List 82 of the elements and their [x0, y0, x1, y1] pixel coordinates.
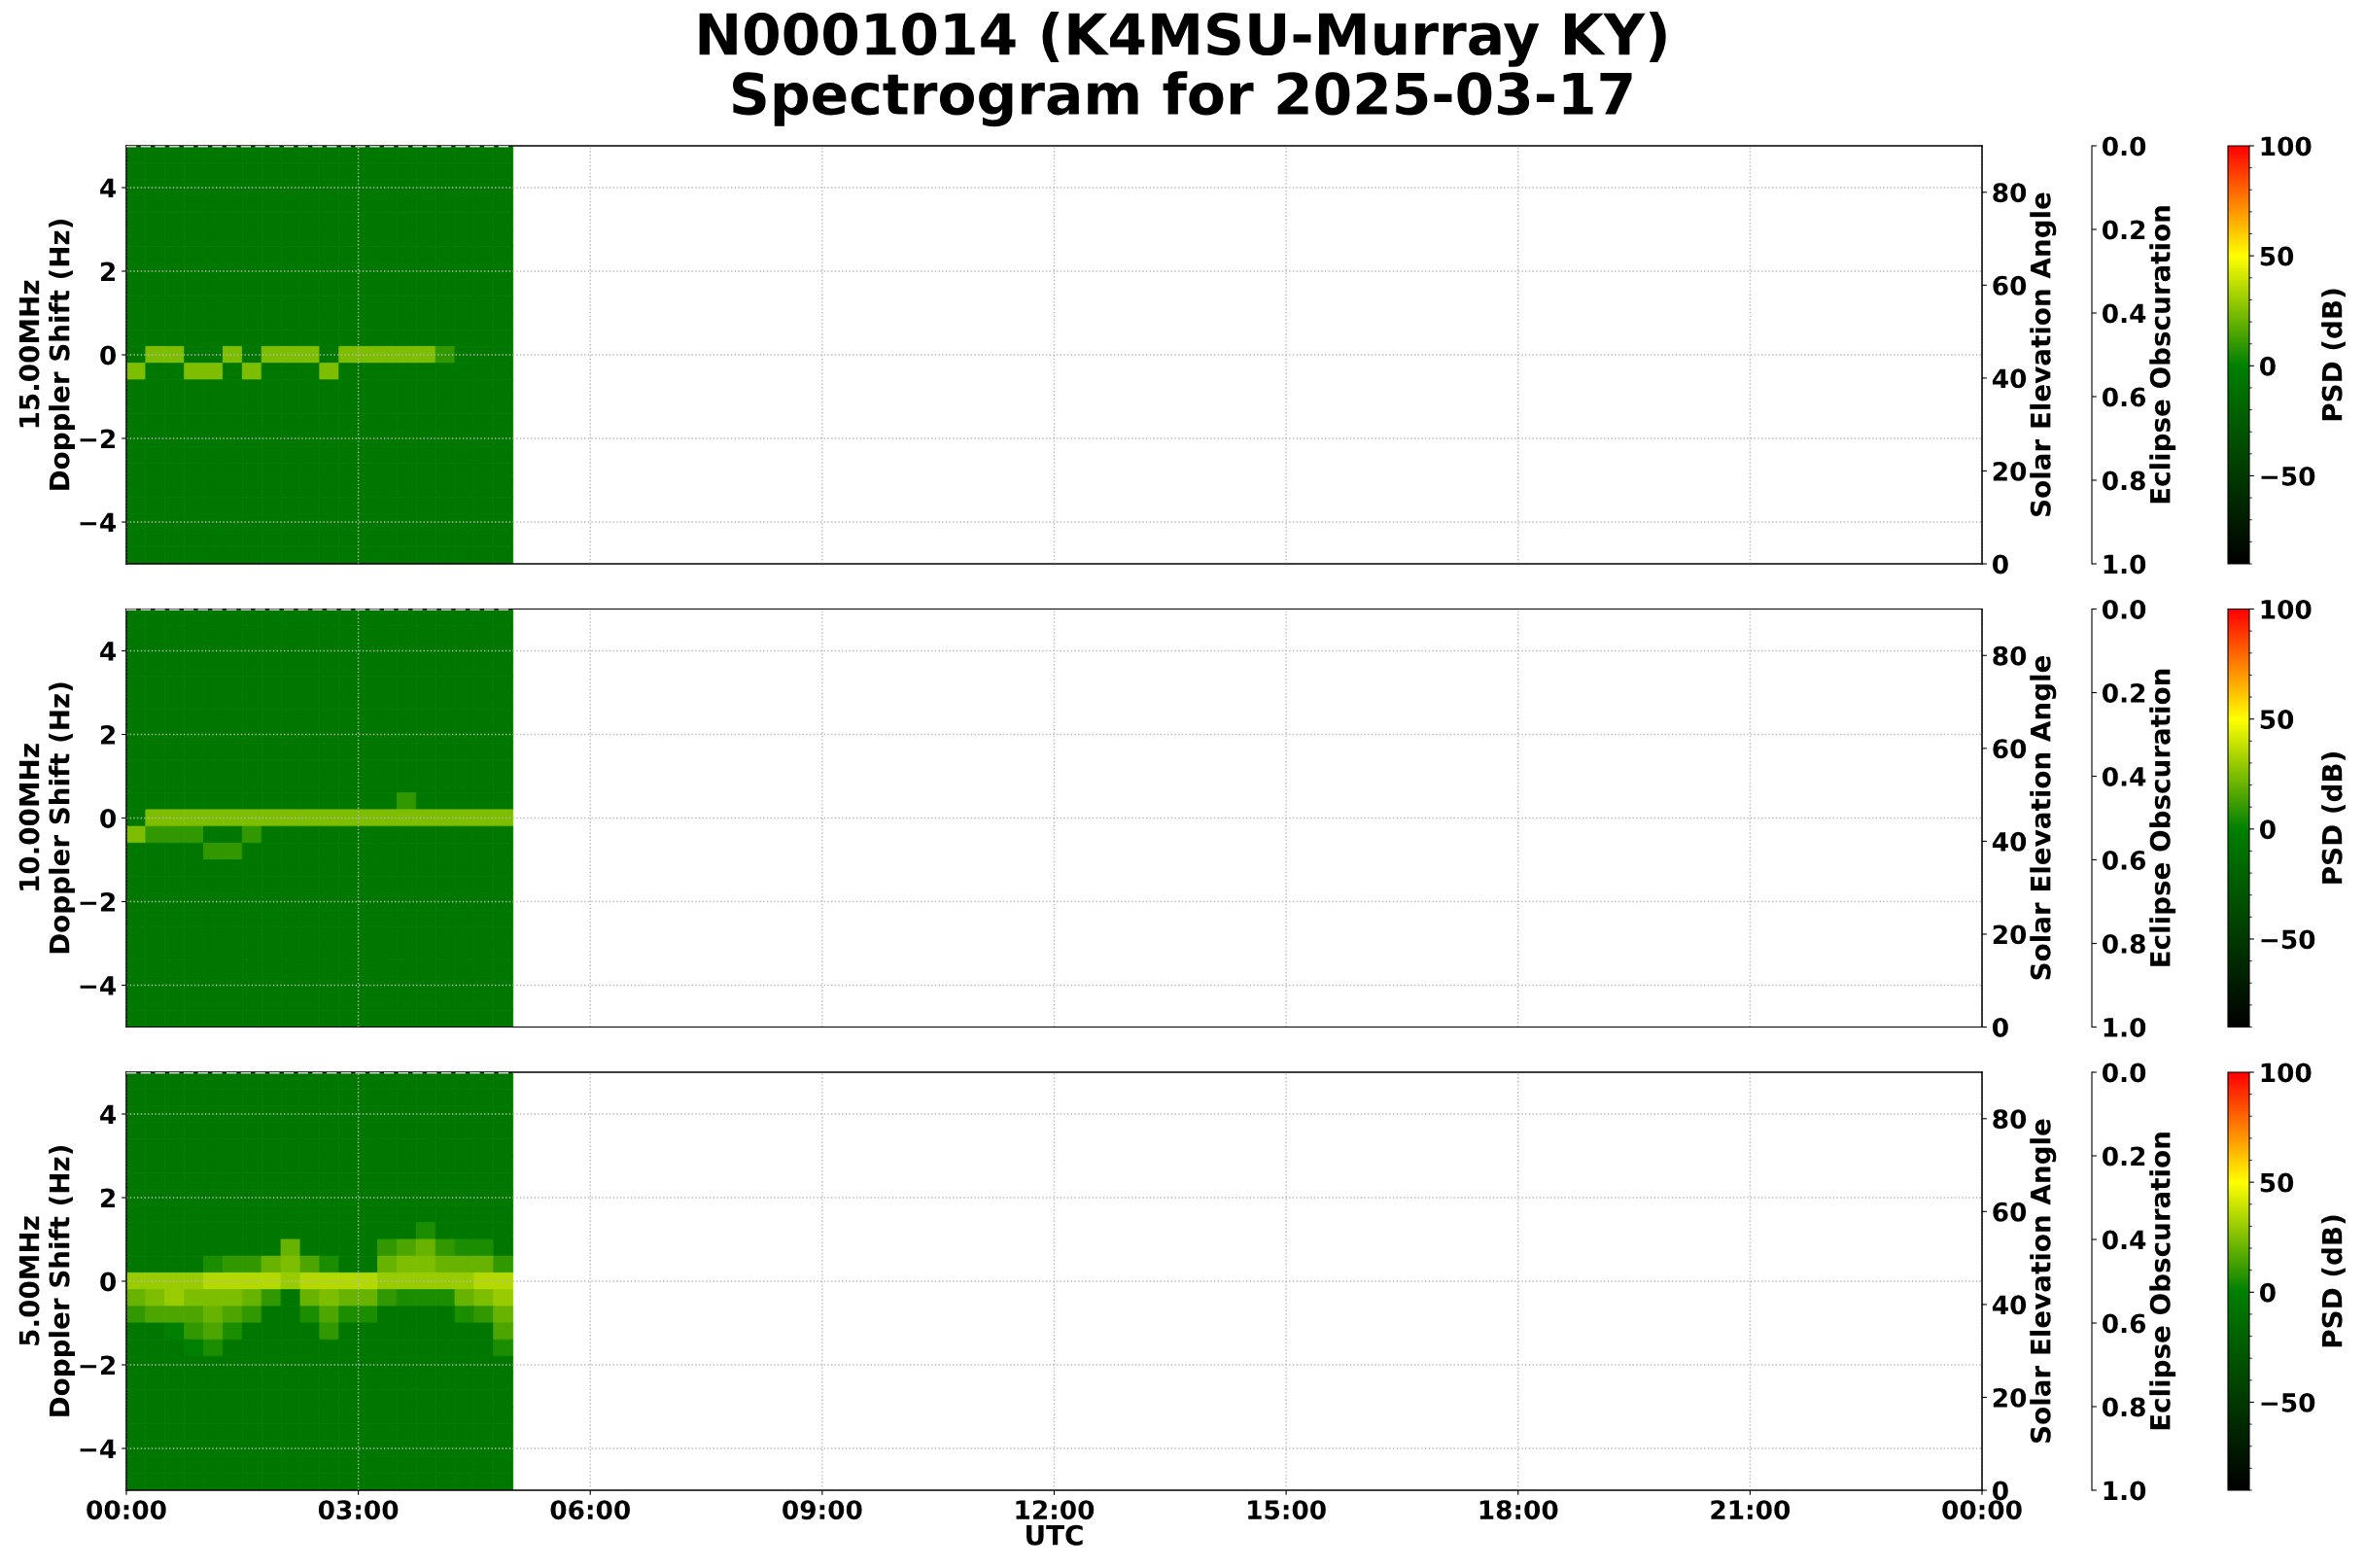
x-tick-label: 15:00 [1248, 1500, 1326, 1520]
x-tick-label: 06:00 [550, 1500, 630, 1520]
color-bar-label: 50 [2260, 246, 2294, 266]
color-bar-label: 100 [2261, 136, 2312, 157]
x-tick-label: 18:00 [1479, 1500, 1558, 1520]
y3-tick-label: 0.2 [2102, 1146, 2145, 1167]
y2-tick-label: 20 [1993, 461, 2027, 481]
y2-axis-title: Solar Elevation Angle [2030, 655, 2057, 980]
y-tick-label: 2 [101, 724, 115, 745]
x-tick-label: 12:00 [1016, 1500, 1095, 1520]
y3-tick-label: 0.0 [2102, 136, 2146, 157]
x-tick-label: 21:00 [1711, 1500, 1791, 1520]
y2-tick-label: 20 [1993, 924, 2027, 945]
y-tick-label: 4 [100, 1104, 117, 1125]
color-bar-label: 100 [2261, 599, 2312, 619]
color-bar-label: 50 [2260, 1172, 2294, 1193]
y3-tick-label: 1.0 [2104, 554, 2146, 575]
y3-tick-label: 0.4 [2102, 766, 2146, 786]
y2-tick-label: 40 [1992, 831, 2027, 852]
y3-tick-label: 0.4 [2102, 1230, 2146, 1250]
color-bar-label: 100 [2261, 1063, 2312, 1083]
y3-tick-label: 0.6 [2102, 1313, 2146, 1334]
chart-title: N0001014 (K4MSU-Murray KY) Spectrogram for 2025-03-17 [699, 12, 1666, 127]
x-tick-label: 00:00 [1942, 1500, 2022, 1520]
y-tick-label: 0 [100, 345, 117, 366]
y3-tick-label: 1.0 [2104, 1017, 2146, 1037]
y2-tick-label: 60 [1993, 275, 2027, 296]
y2-tick-label: 20 [1993, 1387, 2027, 1408]
y2-tick-label: 0 [1992, 1017, 2008, 1037]
y-axis-title: 5.00MHz Doppler Shift (Hz) [18, 1145, 76, 1416]
color-bar-label: −50 [2261, 1392, 2315, 1412]
y3-tick-label: 0.6 [2102, 850, 2146, 870]
y-tick-label: −4 [80, 512, 117, 533]
y2-tick-label: 60 [1993, 739, 2027, 759]
y3-tick-label: 0.8 [2102, 933, 2145, 954]
color-bar-label: 0 [2259, 819, 2276, 840]
color-bar-label: 0 [2259, 1282, 2276, 1303]
x-tick-label: 09:00 [783, 1500, 862, 1520]
y-tick-label: 4 [100, 642, 117, 661]
y-tick-label: 0 [100, 808, 117, 828]
y2-tick-label: 40 [1992, 1295, 2027, 1315]
y3-tick-label: 0.6 [2102, 387, 2146, 407]
y-tick-label: −4 [80, 976, 117, 995]
y-tick-label: −4 [80, 1439, 117, 1459]
y-axis-title: 10.00MHz Doppler Shift (Hz) [18, 682, 76, 954]
y-tick-label: 2 [101, 261, 115, 282]
y3-tick-label: 0.4 [2102, 303, 2146, 324]
y3-tick-label: 0.2 [2102, 682, 2145, 703]
y3-tick-label: 1.0 [2104, 1481, 2146, 1501]
y2-tick-label: 60 [1993, 1202, 2027, 1222]
y3-axis-title: Eclipse Obscuration [2149, 206, 2176, 504]
y2-tick-label: 40 [1992, 368, 2027, 389]
y3-tick-label: 0.8 [2102, 1397, 2145, 1417]
color-bar-label: 50 [2260, 710, 2294, 730]
y2-tick-label: 80 [1993, 1109, 2027, 1130]
color-bar-title: PSD (dB) [2321, 752, 2346, 884]
y2-tick-label: 0 [1992, 1481, 2008, 1501]
y-tick-label: 0 [100, 1272, 117, 1292]
y2-tick-label: 80 [1993, 645, 2027, 666]
y3-tick-label: 0.0 [2102, 599, 2146, 619]
color-bar-title: PSD (dB) [2321, 289, 2346, 421]
x-axis-title: UTC [1026, 1524, 1083, 1546]
y-tick-label: 4 [100, 178, 117, 198]
y2-axis-title: Solar Elevation Angle [2030, 192, 2057, 516]
y3-tick-label: 0.0 [2102, 1063, 2146, 1083]
y-tick-label: −2 [80, 1355, 115, 1376]
y2-tick-label: 80 [1993, 183, 2027, 203]
y-tick-label: 2 [101, 1188, 115, 1208]
color-bar-label: −50 [2261, 929, 2315, 950]
y3-axis-title: Eclipse Obscuration [2149, 1132, 2176, 1430]
color-bar-title: PSD (dB) [2321, 1215, 2346, 1347]
x-tick-label: 03:00 [318, 1500, 399, 1520]
y-tick-label: −2 [80, 891, 115, 912]
y3-tick-label: 0.8 [2102, 470, 2145, 491]
y3-tick-label: 0.2 [2102, 220, 2145, 240]
y-tick-label: −2 [80, 429, 115, 449]
y3-axis-title: Eclipse Obscuration [2149, 669, 2176, 966]
color-bar-label: 0 [2259, 356, 2276, 376]
y2-tick-label: 0 [1992, 554, 2008, 575]
x-tick-label: 00:00 [87, 1500, 166, 1520]
y-axis-title: 15.00MHz Doppler Shift (Hz) [18, 219, 76, 490]
y2-axis-title: Solar Elevation Angle [2030, 1119, 2057, 1443]
